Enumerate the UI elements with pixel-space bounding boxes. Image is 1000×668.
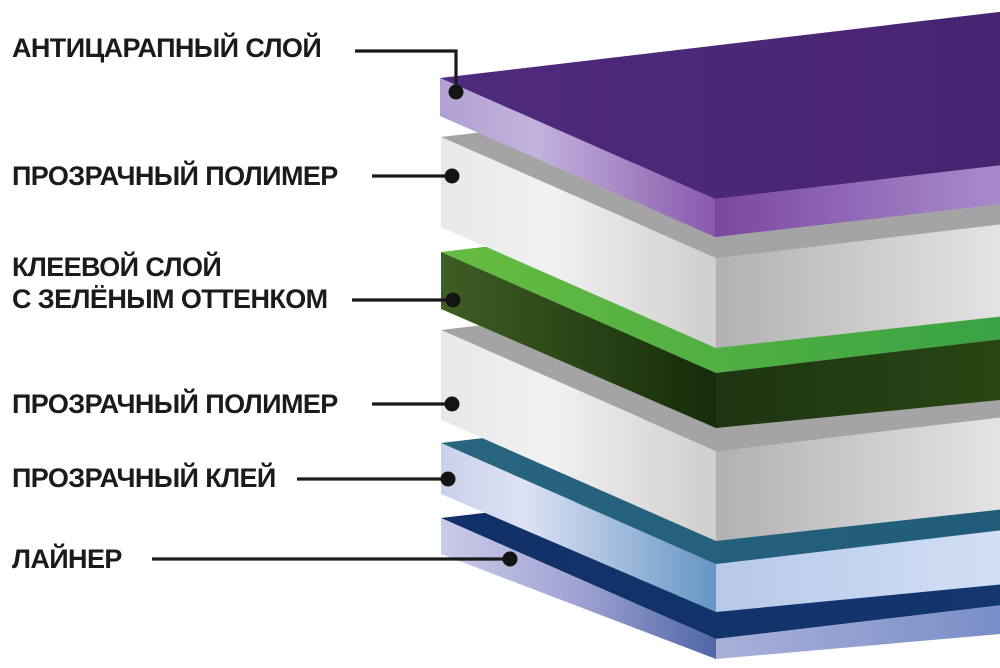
clear-polymer-top-front-left-face (441, 137, 716, 348)
leader-dot-antiscratch (448, 84, 464, 100)
leader-dot-clear-adhesive (440, 471, 456, 487)
clear-adhesive-front-right-face (716, 530, 1000, 612)
antiscratch-front-right-face (715, 165, 1000, 237)
leader-dot-clear-polymer-top (444, 168, 460, 184)
leader-dot-clear-polymer-bottom (444, 396, 460, 412)
label-clear-adhesive: ПРОЗРАЧНЫЙ КЛЕЙ (12, 463, 276, 493)
clear-polymer-bottom-front-left-face (441, 330, 716, 541)
layer-antiscratch (440, 11, 1000, 237)
leader-dot-green-adhesive (445, 292, 461, 308)
clear-polymer-top-front-right-face (716, 224, 1000, 348)
green-adhesive-front-right-face (716, 339, 1000, 428)
liner-front-right-face (716, 605, 1000, 659)
clear-polymer-bottom-front-right-face (716, 417, 1000, 541)
leader-lines (152, 49, 507, 561)
label-clear-polymer-top: ПРОЗРАЧНЫЙ ПОЛИМЕР (12, 161, 338, 191)
label-clear-polymer-bottom: ПРОЗРАЧНЫЙ ПОЛИМЕР (12, 389, 338, 419)
label-antiscratch-layer: АНТИЦАРАПНЫЙ СЛОЙ (12, 33, 322, 63)
leader-dots (440, 84, 518, 567)
antiscratch-top-face (440, 11, 1000, 199)
label-liner: ЛАЙНЕР (12, 544, 122, 574)
label-green-tint-adhesive: КЛЕЕВОЙ СЛОЙ С ЗЕЛЁНЫМ ОТТЕНКОМ (12, 252, 328, 314)
leader-line-antiscratch (355, 49, 458, 88)
antiscratch-front-left-face (440, 78, 715, 237)
leader-dot-liner (502, 551, 518, 567)
clear-adhesive-front-left-face (441, 443, 716, 612)
green-adhesive-front-left-face (441, 252, 716, 428)
